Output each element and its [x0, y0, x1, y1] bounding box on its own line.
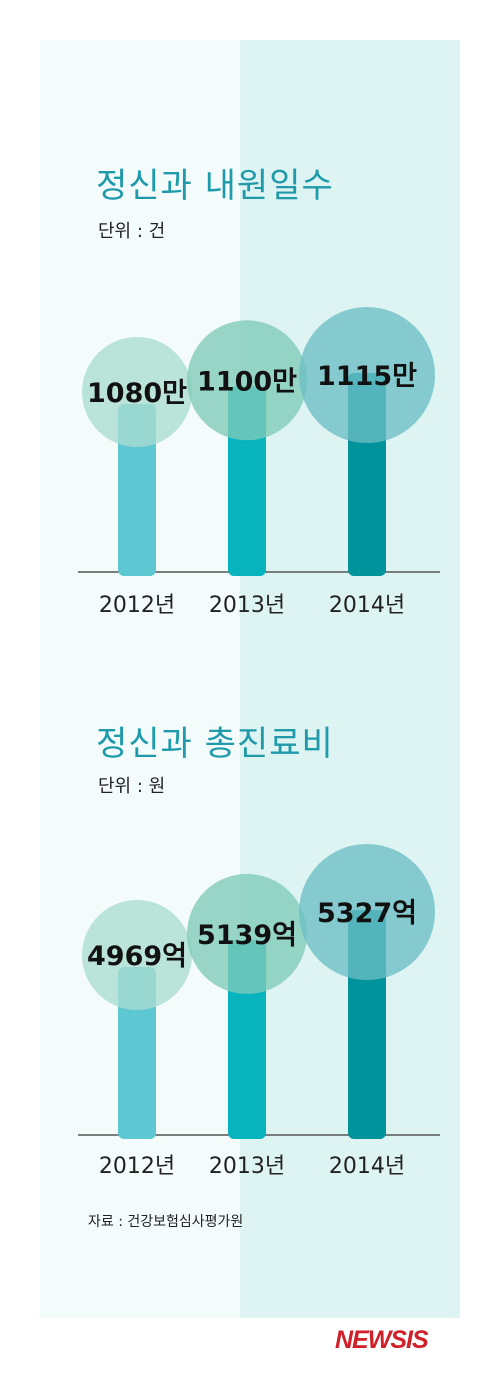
data-label-1: 4969억 — [87, 941, 187, 972]
bar-chart-inpatient-days: 1080만 2012년 1100만 2013년 1115만 2014년 — [78, 307, 440, 618]
x-tick-label-3: 2014년 — [329, 1154, 405, 1179]
bar-1 — [118, 404, 156, 576]
chart-unit-label: 단위 : 원 — [98, 776, 166, 797]
value-bubble-3 — [299, 844, 435, 980]
bar-chart-total-medical-cost: 4969억 2012년 5139억 2013년 5327억 2014년 — [78, 844, 440, 1179]
value-bubble-2 — [187, 873, 307, 994]
x-tick-label-1: 2012년 — [99, 1154, 175, 1179]
x-tick-label-1: 2012년 — [99, 593, 175, 618]
x-tick-label-2: 2013년 — [209, 593, 285, 618]
source-note: 자료 : 건강보험심사평가원 — [88, 1214, 244, 1230]
chart-unit-label: 단위 : 건 — [98, 221, 166, 242]
newsis-logo: NEWSIS — [335, 1326, 429, 1354]
x-tick-label-2: 2013년 — [209, 1154, 285, 1179]
data-label-2: 5139억 — [197, 920, 297, 951]
data-label-1: 1080만 — [87, 378, 187, 409]
chart-title: 정신과 총진료비 — [96, 724, 334, 764]
value-bubble-3 — [299, 307, 435, 443]
bar-1 — [118, 967, 156, 1139]
value-bubble-1 — [82, 337, 192, 447]
x-tick-label-3: 2014년 — [329, 593, 405, 618]
value-bubble-1 — [82, 900, 192, 1010]
data-label-3: 5327억 — [317, 898, 417, 929]
chart-title: 정신과 내원일수 — [96, 166, 334, 206]
data-label-2: 1100만 — [197, 366, 297, 397]
data-label-3: 1115만 — [317, 361, 417, 392]
value-bubble-2 — [187, 320, 307, 441]
